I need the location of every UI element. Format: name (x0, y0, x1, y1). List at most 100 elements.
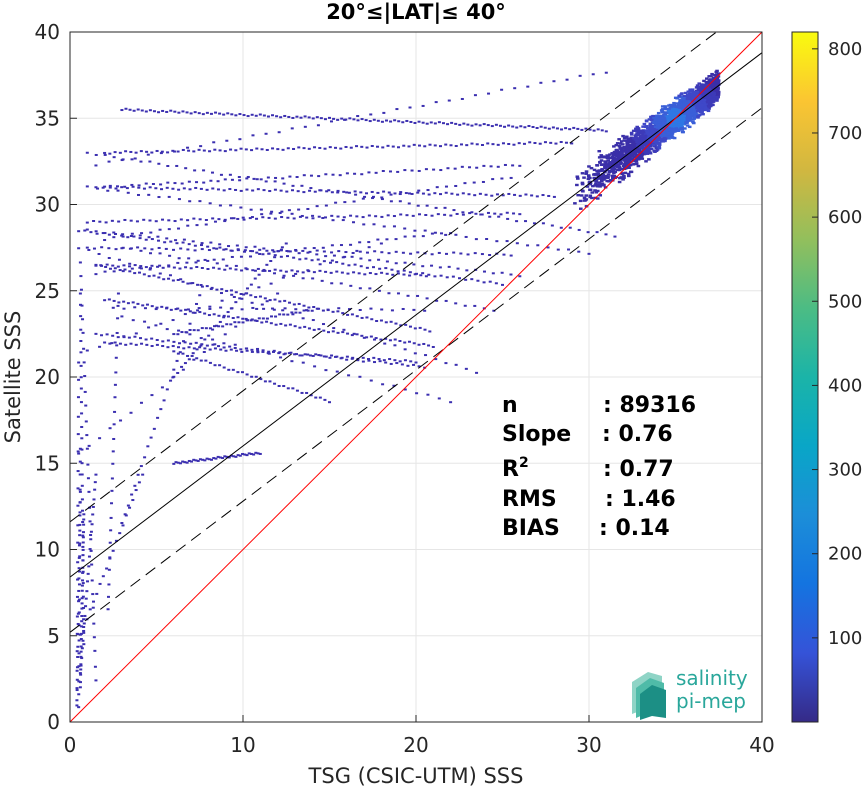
data-point (454, 363, 458, 366)
data-point (130, 493, 134, 496)
data-point (403, 348, 407, 351)
data-point (341, 219, 345, 222)
data-point (629, 145, 634, 148)
data-point (234, 188, 238, 191)
data-point (356, 115, 360, 118)
data-point (78, 534, 82, 537)
data-point (112, 156, 116, 159)
data-point (337, 250, 341, 253)
data-point (194, 341, 198, 344)
data-point (133, 157, 137, 160)
data-point (261, 350, 265, 353)
data-point (613, 170, 618, 174)
data-point (275, 115, 279, 118)
data-point (402, 273, 406, 276)
data-point (397, 146, 401, 149)
data-point (160, 305, 164, 308)
data-point (208, 307, 212, 310)
data-point (358, 375, 362, 378)
data-point (601, 177, 605, 180)
colorbar-tick-label: 500 (828, 291, 862, 312)
data-point (597, 149, 602, 153)
data-point (622, 150, 627, 153)
data-point (107, 233, 111, 236)
data-point (367, 241, 371, 244)
data-point (332, 254, 336, 257)
data-point (134, 332, 138, 335)
stat-value: : 1.46 (605, 487, 676, 512)
data-point (204, 327, 208, 330)
data-point (482, 123, 486, 126)
data-point (189, 342, 193, 345)
data-point (336, 310, 340, 313)
data-point (180, 365, 184, 368)
data-point (133, 335, 137, 338)
data-point (291, 313, 295, 316)
data-point (111, 334, 115, 337)
data-point (631, 151, 635, 154)
data-point (449, 214, 453, 217)
data-point (384, 267, 388, 270)
data-point (413, 327, 417, 330)
data-point (692, 117, 697, 120)
data-point (287, 115, 291, 118)
data-point (673, 107, 677, 111)
data-point (186, 308, 190, 311)
data-point (113, 341, 117, 344)
data-point (689, 93, 694, 97)
data-point (136, 302, 140, 305)
data-point (80, 462, 84, 465)
data-point (685, 97, 690, 101)
y-tick-label: 10 (35, 538, 60, 562)
data-point (412, 308, 416, 311)
data-point (109, 529, 113, 532)
data-point (311, 117, 315, 120)
data-point (630, 152, 634, 156)
data-point (710, 97, 715, 100)
data-point (604, 233, 608, 236)
data-point (260, 321, 264, 324)
data-point (697, 85, 702, 89)
data-point (584, 194, 589, 197)
data-point (280, 210, 284, 213)
data-point (129, 150, 133, 153)
data-point (78, 523, 82, 526)
data-point (301, 317, 305, 320)
data-point (249, 255, 253, 258)
data-point (286, 250, 290, 253)
data-point (93, 481, 97, 484)
data-point (199, 359, 203, 362)
data-point (424, 275, 428, 278)
data-point (226, 315, 230, 318)
data-point (88, 520, 92, 523)
data-point (709, 92, 714, 95)
data-point (262, 189, 266, 192)
data-point (306, 207, 310, 210)
data-point (319, 354, 323, 357)
data-point (90, 523, 94, 526)
data-point (246, 115, 250, 118)
data-point (324, 369, 328, 372)
data-point (148, 109, 152, 112)
data-point (683, 127, 687, 130)
data-point (384, 361, 388, 364)
data-point (452, 251, 456, 254)
stat-value: : 0.76 (602, 422, 673, 447)
data-point (362, 336, 366, 339)
data-point (220, 299, 224, 302)
data-point (92, 622, 96, 625)
data-point (107, 247, 111, 250)
data-point (140, 109, 144, 112)
data-point (421, 121, 425, 124)
data-point (268, 299, 272, 302)
data-point (290, 189, 294, 192)
data-point (114, 371, 118, 374)
data-point (78, 490, 82, 493)
data-point (417, 169, 421, 172)
data-point (473, 304, 477, 307)
data-point (623, 171, 628, 175)
data-point (105, 333, 109, 336)
data-point (698, 88, 702, 91)
data-point (326, 309, 330, 312)
data-point (697, 82, 702, 85)
